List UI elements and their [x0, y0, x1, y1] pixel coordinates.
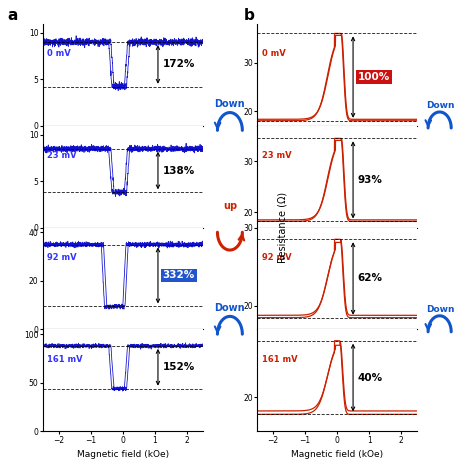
Text: 92 mV: 92 mV [47, 253, 77, 262]
Text: 62%: 62% [358, 273, 383, 283]
Text: 152%: 152% [163, 362, 195, 372]
Text: 138%: 138% [163, 165, 195, 175]
Text: 332%: 332% [163, 271, 195, 281]
X-axis label: Magnetic field (kOe): Magnetic field (kOe) [291, 450, 383, 459]
Text: 93%: 93% [358, 175, 383, 185]
Text: up: up [223, 201, 237, 211]
Text: Down: Down [215, 99, 245, 109]
Text: 0 mV: 0 mV [262, 49, 285, 58]
Text: 161 mV: 161 mV [47, 355, 83, 364]
Text: Down: Down [427, 101, 455, 110]
Text: Down: Down [427, 305, 455, 314]
Text: 172%: 172% [163, 59, 195, 70]
Text: 0 mV: 0 mV [47, 49, 71, 58]
Text: 40%: 40% [358, 373, 383, 383]
Text: 23 mV: 23 mV [262, 151, 292, 160]
Text: 100%: 100% [358, 72, 390, 82]
Text: 161 mV: 161 mV [262, 355, 297, 364]
Text: 92 mV: 92 mV [262, 253, 292, 262]
Text: Resistance (Ω): Resistance (Ω) [277, 192, 287, 263]
X-axis label: Magnetic field (kOe): Magnetic field (kOe) [77, 450, 169, 459]
Text: Down: Down [215, 303, 245, 313]
Text: a: a [8, 8, 18, 23]
Text: b: b [244, 8, 255, 23]
Text: 23 mV: 23 mV [47, 151, 77, 160]
